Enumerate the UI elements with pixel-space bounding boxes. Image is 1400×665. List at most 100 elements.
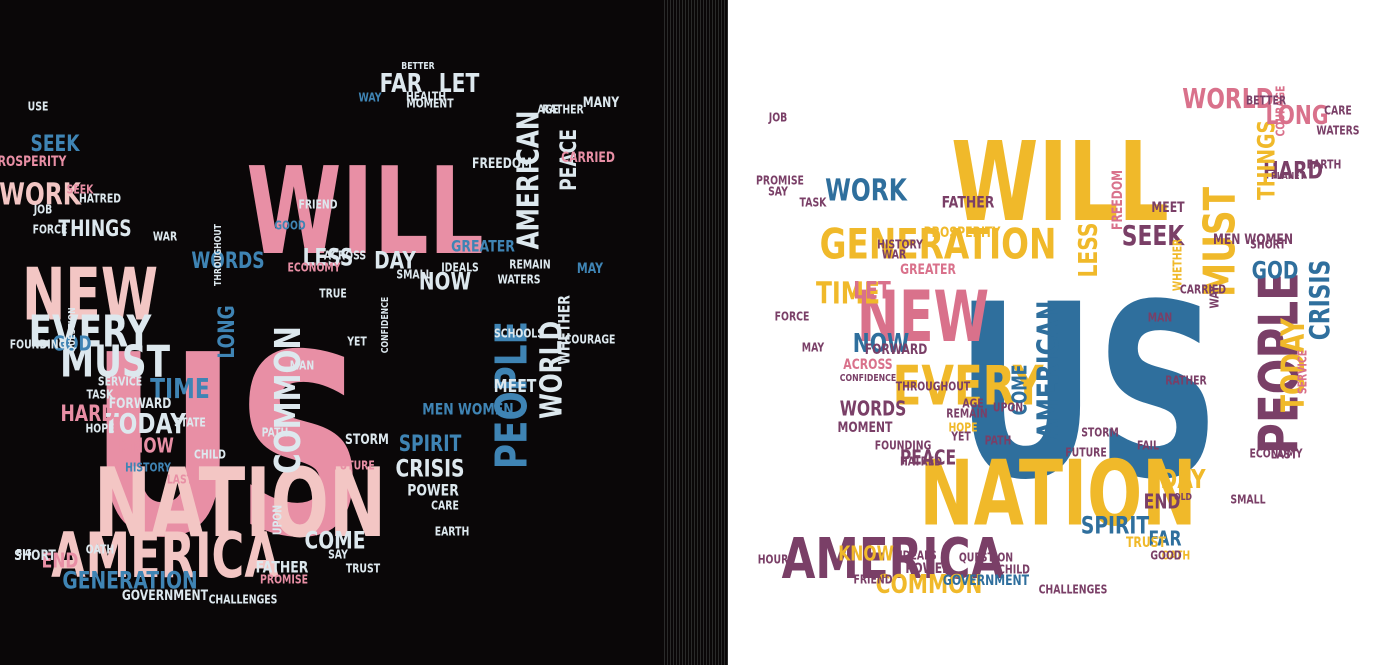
word-courage: COURAGE [565,332,616,346]
word-generation: GENERATION [820,220,1057,269]
word-long: LONG [1265,101,1328,131]
word-day: DAY [374,248,416,276]
word-hatred: HATRED [900,454,942,468]
word-crisis: CRISIS [395,456,464,484]
word-work: WORK [825,174,908,209]
word-health: HEALTH [406,89,446,103]
word-peace: PEACE [556,129,582,191]
word-world: WORLD [535,321,570,419]
cloud-background [0,0,664,665]
word-job: JOB [33,202,52,216]
word-oath: OATH [1162,548,1190,562]
word-small: SMALL [396,267,431,281]
word-may: MAY [802,340,825,354]
word-prosperity: PROSPERITY [924,224,1002,241]
word-whether: WHETHER [556,295,574,365]
word-trust: TRUST [346,561,381,575]
word-job: JOB [768,110,787,124]
word-hope: HOPE [85,421,114,435]
word-things: THINGS [1254,120,1282,200]
word-people: PEOPLE [487,321,538,469]
word-ideals: IDEALS [899,548,937,562]
word-true: TRUE [319,286,347,300]
word-long: LONG [214,305,240,358]
word-old: OLD [1174,492,1192,503]
cloud-background [728,0,1400,665]
word-storm: STORM [1081,425,1119,439]
word-seek: SEEK [1122,219,1186,251]
word-history: HISTORY [125,460,171,474]
word-across: ACROSS [324,248,366,262]
word-hope: HOPE [948,420,977,434]
word-every: EVERY [29,307,152,358]
word-carried: CARRIED [1180,282,1226,296]
word-rather: RATHER [1165,373,1207,387]
word-today: TODAY [104,407,187,439]
word-founding: FOUNDING [875,438,932,452]
word-age: AGE [537,102,558,116]
word-economy: ECONOMY [1249,446,1302,460]
word-cloud-light-panel: US WILL NATION NEW AMERICA PEOPLE EVERY MUST GEN… [728,0,1400,665]
word-american: AMERICAN [1032,301,1067,440]
word-good: GOOD [274,218,305,232]
word-come: COME [304,528,365,556]
word-throughout: THROUGHOUT [896,379,971,393]
word-less: LESS [1074,222,1104,277]
word-economy: ECONOMY [287,260,340,274]
word-government: GOVERNMENT [943,572,1030,589]
word-government: GOVERNMENT [122,587,209,604]
word-use: USE [28,99,49,113]
word-task: TASK [800,195,827,209]
word-every: EVERY [893,355,1045,417]
word-child: CHILD [998,562,1030,576]
word-words: WORDS [840,398,907,421]
word-man: MAN [1148,310,1172,324]
word-founding: FOUNDING [10,337,67,351]
word-upon: UPON [270,505,284,535]
word-future: FUTURE [1065,445,1107,459]
word-storm: STORM [345,431,389,448]
word-service: SERVICE [1295,350,1309,394]
word-better: BETTER [1246,93,1287,107]
word-time: TIME [816,277,880,312]
word-war: WAR [882,247,907,261]
word-say: SAY [768,184,788,198]
word-freedom: FREEDOM [472,155,532,172]
word-friend: FRIEND [853,572,892,586]
panel-divider [664,0,728,665]
word-god: GOD [53,333,92,356]
word-trust: TRUST [1126,534,1166,551]
word-spirit: SPIRIT [399,431,462,457]
word-force: FORCE [775,309,810,323]
word-short: SHORT [1250,237,1286,251]
word-power: POWER [905,560,950,577]
word-must: MUST [1195,187,1246,297]
word-way: WAY [1207,285,1221,308]
word-american: AMERICAN [512,111,547,250]
word-father: FATHER [256,559,309,577]
word-day: DAY [1160,465,1206,495]
word-cloud-dark-panel: US WILL NATION NEW AMERICA PEOPLE EVERY MUST GEN… [0,0,728,665]
word-whether: WHETHER [1170,238,1184,291]
word-forward: FORWARD [865,341,928,358]
word-moment: MOMENT [406,96,454,110]
word-greater: GREATER [451,238,515,256]
word-common: COMMON [876,570,983,600]
word-path: PATH [262,425,289,439]
word-hard: HARD [60,401,115,427]
word-yet: YET [950,429,971,443]
word-fail: FAIL [1137,438,1159,452]
word-know: KNOW [838,543,894,566]
word-question: QUESTION [67,307,78,352]
word-people: PEOPLE [1248,272,1310,454]
word-forward: FORWARD [109,395,172,412]
word-generation: GENERATION [62,568,197,596]
word-short: SHORT [14,547,56,564]
word-way: WAY [358,90,381,104]
word-nation: NATION [920,442,1197,546]
word-end: END [1144,491,1181,514]
word-now: NOW [419,269,471,297]
word-seek: SEEK [30,131,80,157]
